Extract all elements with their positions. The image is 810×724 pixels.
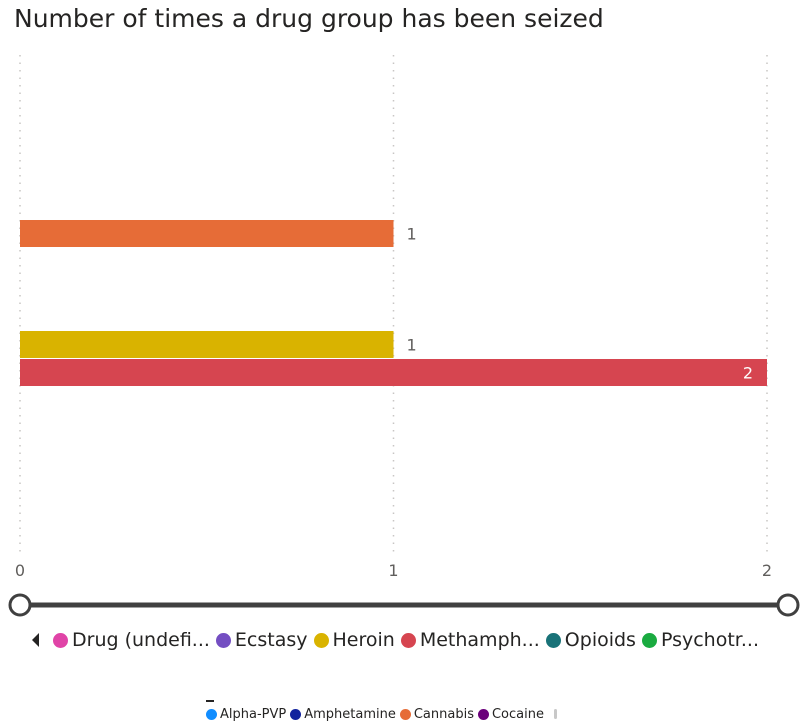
legend-item-heroin[interactable]: Heroin <box>313 629 395 651</box>
legend-dot-icon <box>545 632 561 648</box>
legend-label: Opioids <box>564 629 636 651</box>
legend-dot-icon <box>53 632 68 648</box>
legend-dot-icon <box>290 708 302 720</box>
legend-overflow-icon <box>553 709 557 719</box>
legend-item-ecstasy[interactable]: Ecstasy <box>215 629 308 651</box>
data-label: 2 <box>743 364 753 383</box>
legend-label: Methamph... <box>419 629 540 651</box>
x-tick-label: 0 <box>15 561 25 580</box>
legend-dot-icon <box>400 632 416 648</box>
legend-dot-icon <box>399 708 411 720</box>
x-tick-label: 1 <box>388 561 398 580</box>
legend-item-psychotropic[interactable]: Psychotr... <box>641 629 759 651</box>
legend-dot-icon <box>206 708 217 720</box>
bar-cannabis <box>20 220 394 247</box>
legend-dot-icon <box>215 632 231 648</box>
zoom-slider-handle-right[interactable] <box>776 593 800 617</box>
chart-title: Number of times a drug group has been se… <box>14 4 604 33</box>
legend-dot-icon <box>477 708 489 720</box>
legend-item-cannabis[interactable]: Cannabis <box>399 706 474 722</box>
legend-small-marker <box>206 700 214 702</box>
legend-item-methamphetamine[interactable]: Methamph... <box>400 629 540 651</box>
legend-item-opioids[interactable]: Opioids <box>545 629 636 651</box>
legend-item-amphetamine[interactable]: Amphetamine <box>290 707 396 722</box>
legend-prev-arrow-icon[interactable] <box>32 633 39 647</box>
bar-heroin <box>20 331 394 358</box>
x-tick-label: 2 <box>762 561 772 580</box>
legend-item-drug-undefined[interactable]: Drug (undefi... <box>53 629 210 651</box>
legend-dot-icon <box>641 632 657 648</box>
data-label: 1 <box>407 225 417 244</box>
legend-label: Amphetamine <box>304 706 396 722</box>
legend-item-alpha-pvp[interactable]: Alpha-PVP <box>206 707 286 722</box>
bar-chart: 0 1 2 1 1 2 <box>8 55 800 617</box>
legend-label: Heroin <box>332 629 395 651</box>
zoom-slider-handle-left[interactable] <box>8 593 32 617</box>
legend-item-cocaine[interactable]: Cocaine <box>477 706 544 722</box>
legend-dot-icon <box>313 632 329 648</box>
legend-label: Cocaine <box>491 706 544 722</box>
legend-small: Alpha-PVP Amphetamine Cannabis Cocaine <box>206 704 557 724</box>
legend-main: Drug (undefi... Ecstasy Heroin Methamph.… <box>30 626 810 654</box>
legend-label: Alpha-PVP <box>220 706 287 722</box>
legend-label: Cannabis <box>413 706 474 722</box>
bar-methamphetamine <box>20 359 767 386</box>
legend-label: Psychotr... <box>660 629 759 651</box>
legend-label: Ecstasy <box>234 629 308 651</box>
data-label: 1 <box>407 336 417 355</box>
legend-label: Drug (undefi... <box>72 629 210 651</box>
